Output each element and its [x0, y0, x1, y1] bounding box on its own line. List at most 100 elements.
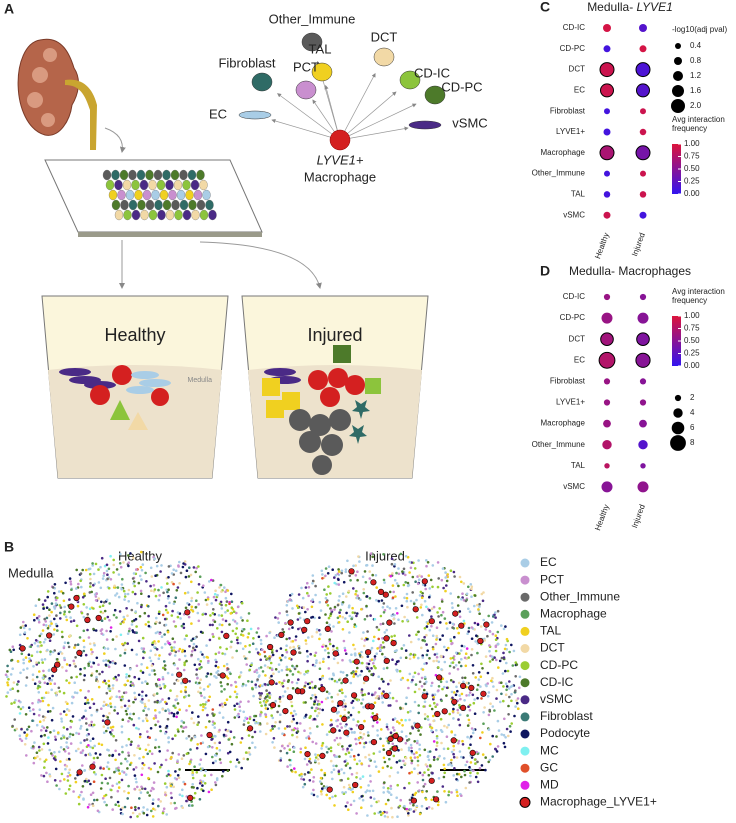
cell-dot — [304, 681, 308, 684]
cell-dot — [146, 719, 149, 723]
cell-dot — [107, 586, 111, 590]
cell-dot — [6, 670, 9, 673]
cell-dot — [321, 577, 324, 580]
macrophage-dot — [390, 639, 397, 647]
cell-dot — [332, 672, 335, 675]
cell-dot — [135, 780, 138, 784]
cell-dot — [492, 685, 495, 688]
cell-dot — [476, 760, 479, 764]
cell-dot — [493, 709, 496, 712]
slide-cell — [159, 189, 169, 201]
cell-dot — [310, 768, 313, 771]
cell-dot — [356, 674, 360, 678]
cell-dot — [370, 667, 373, 670]
cell-dot — [269, 661, 273, 665]
cell-dot — [491, 655, 494, 658]
legend-label: Other_Immune — [540, 589, 620, 603]
cell-dot — [328, 677, 332, 681]
dot — [599, 62, 615, 78]
cell-dot — [423, 782, 427, 786]
cell-dot — [413, 671, 417, 675]
cell-dot — [231, 656, 234, 659]
cell-dot — [68, 681, 71, 685]
cell-dot — [63, 613, 66, 616]
cell-dot — [404, 756, 408, 760]
cell-dot — [115, 635, 118, 638]
cell-dot — [389, 731, 393, 734]
cell-dot — [88, 607, 92, 611]
cell-dot — [496, 609, 500, 613]
cell-dot — [295, 664, 299, 668]
cell-dot — [10, 702, 13, 705]
cell-dot — [177, 564, 180, 567]
cell-dot — [111, 687, 115, 690]
cell-dot — [353, 758, 357, 761]
cell-dot — [510, 643, 513, 647]
cell-dot — [53, 583, 57, 586]
cell-dot — [355, 812, 358, 815]
slide-cell — [165, 209, 175, 221]
cell-dot — [206, 713, 209, 717]
cell-dot — [178, 793, 182, 796]
cell-icon — [373, 47, 395, 67]
cell-dot — [226, 720, 230, 724]
cell-dot — [426, 755, 430, 758]
cell-dot — [504, 682, 508, 685]
cell-dot — [218, 748, 222, 752]
cell-dot — [63, 656, 66, 660]
cell-dot — [152, 669, 156, 672]
cell-dot — [337, 621, 341, 624]
cell-dot — [5, 675, 9, 678]
arrow — [271, 118, 341, 141]
cell-dot — [425, 662, 428, 665]
cell-dot — [466, 632, 469, 635]
cell-dot — [356, 570, 359, 573]
cell-label: PCT — [293, 59, 319, 74]
cell-dot — [183, 591, 187, 595]
cell-dot — [59, 746, 63, 749]
cell-dot — [90, 590, 93, 594]
slide-cell — [173, 179, 183, 191]
cell-dot — [416, 756, 420, 759]
cell-dot — [378, 750, 382, 753]
cell-dot — [103, 617, 107, 620]
row-label: Macrophage — [541, 148, 586, 157]
cell-dot — [325, 621, 329, 624]
cell-dot — [205, 700, 208, 704]
cell-dot — [46, 626, 50, 630]
cell-dot — [411, 591, 415, 594]
cell-dot — [426, 649, 430, 652]
cell-dot — [253, 670, 256, 673]
cell-dot — [89, 585, 92, 588]
cell-dot — [305, 763, 309, 766]
cell-dot — [323, 649, 327, 652]
cell-dot — [78, 636, 82, 639]
cell-dot — [201, 780, 205, 783]
cell-dot — [392, 590, 396, 594]
cell-dot — [383, 656, 387, 659]
cell-dot — [199, 742, 203, 745]
dot — [603, 293, 611, 301]
cell-dot — [137, 727, 140, 731]
cell-dot — [423, 771, 426, 774]
cell-dot — [181, 730, 185, 733]
cell-dot — [322, 657, 325, 661]
cell-dot — [395, 760, 399, 764]
cell-dot — [457, 739, 461, 743]
cell-dot — [332, 644, 335, 648]
cell-dot — [300, 772, 303, 776]
cell-dot — [201, 653, 204, 656]
cell-dot — [192, 646, 195, 650]
cell-dot — [186, 591, 190, 594]
cell-dot — [109, 726, 113, 729]
cell-dot — [283, 733, 286, 737]
cell-dot — [203, 782, 207, 785]
cell-dot — [494, 644, 498, 648]
cell-dot — [290, 681, 294, 684]
macrophage-dot — [73, 594, 80, 602]
cell-dot — [469, 768, 472, 771]
cell-dot — [336, 724, 339, 728]
slide-cell — [142, 189, 152, 201]
cell-dot — [46, 742, 50, 745]
cell-dot — [90, 648, 93, 651]
